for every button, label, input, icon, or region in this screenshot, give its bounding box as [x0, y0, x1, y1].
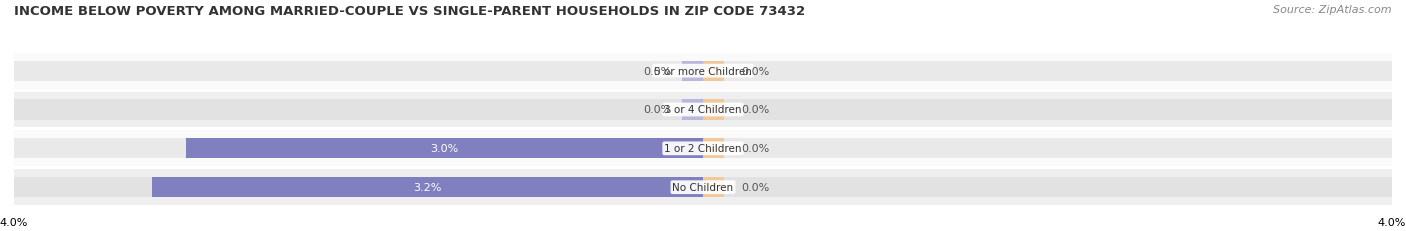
Text: 3.0%: 3.0%	[430, 144, 458, 154]
Bar	[14, 177, 703, 198]
Text: Source: ZipAtlas.com: Source: ZipAtlas.com	[1274, 5, 1392, 15]
Bar	[703, 100, 724, 120]
Bar	[703, 139, 1392, 159]
Bar	[14, 92, 1392, 128]
Text: 0.0%: 0.0%	[741, 182, 769, 192]
Bar	[186, 139, 703, 159]
Text: 3 or 4 Children: 3 or 4 Children	[664, 105, 742, 115]
Text: 0.0%: 0.0%	[741, 66, 769, 76]
Bar	[14, 61, 703, 81]
Text: 0.0%: 0.0%	[741, 105, 769, 115]
Bar	[14, 131, 1392, 167]
Bar	[14, 100, 703, 120]
Text: 0.0%: 0.0%	[644, 105, 672, 115]
Text: 5 or more Children: 5 or more Children	[654, 66, 752, 76]
Bar	[703, 139, 724, 159]
Bar	[14, 54, 1392, 89]
Text: No Children: No Children	[672, 182, 734, 192]
Bar	[152, 177, 703, 198]
Bar	[682, 100, 703, 120]
Bar	[703, 177, 1392, 198]
Text: INCOME BELOW POVERTY AMONG MARRIED-COUPLE VS SINGLE-PARENT HOUSEHOLDS IN ZIP COD: INCOME BELOW POVERTY AMONG MARRIED-COUPL…	[14, 5, 806, 18]
Bar	[703, 61, 724, 81]
Bar	[703, 177, 724, 198]
Bar	[703, 100, 1392, 120]
Text: 0.0%: 0.0%	[644, 66, 672, 76]
Bar	[14, 170, 1392, 205]
Bar	[703, 61, 1392, 81]
Bar	[14, 139, 703, 159]
Text: 0.0%: 0.0%	[741, 144, 769, 154]
Text: 3.2%: 3.2%	[413, 182, 441, 192]
Bar	[682, 61, 703, 81]
Text: 1 or 2 Children: 1 or 2 Children	[664, 144, 742, 154]
